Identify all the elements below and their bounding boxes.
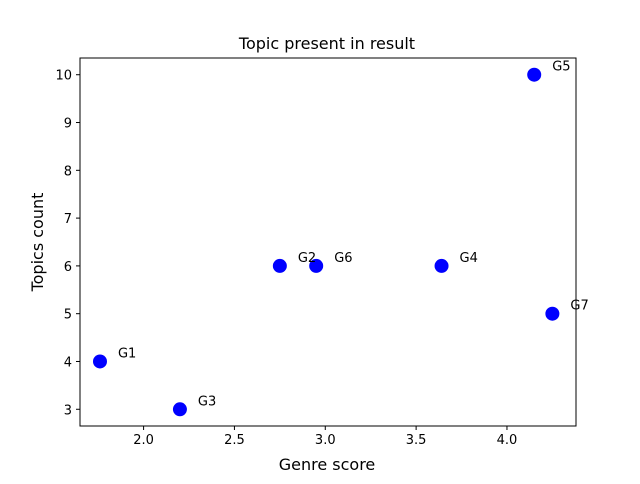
y-tick-label: 3 <box>64 403 72 418</box>
data-point-label: G3 <box>198 394 216 409</box>
point-labels-layer: G1 G2 G3 G4 G5 G6 G7 <box>118 60 589 410</box>
y-tick-label: 4 <box>64 355 72 370</box>
data-point <box>92 354 107 369</box>
y-tick-label: 10 <box>55 69 72 84</box>
y-axis: 3 4 5 6 7 8 9 10 <box>55 69 80 418</box>
y-tick-label: 8 <box>64 164 72 179</box>
data-point <box>545 306 560 321</box>
data-point-label: G7 <box>570 299 588 314</box>
x-tick-label: 2.5 <box>224 433 245 448</box>
y-tick-label: 6 <box>64 260 72 275</box>
data-point-label: G1 <box>118 346 136 361</box>
data-point <box>172 402 187 417</box>
y-tick-label: 9 <box>64 117 72 132</box>
y-tick-label: 7 <box>64 212 72 227</box>
y-tick-label: 5 <box>64 308 72 323</box>
plot-area: G1 G2 G3 G4 G5 G6 G7 <box>79 57 589 427</box>
data-point-label: G4 <box>460 251 478 266</box>
y-axis-title: Topics count <box>28 193 47 293</box>
chart-title: Topic present in result <box>238 34 415 53</box>
points-layer <box>92 67 560 417</box>
data-point <box>434 258 449 273</box>
x-axis: 2.0 2.5 3.0 3.5 4.0 <box>133 426 517 448</box>
data-point-label: G6 <box>334 251 352 266</box>
plot-frame <box>79 57 577 427</box>
x-tick-label: 4.0 <box>497 433 518 448</box>
x-tick-label: 3.5 <box>406 433 427 448</box>
data-point-label: G2 <box>298 251 316 266</box>
data-point-label: G5 <box>552 60 570 75</box>
x-axis-title: Genre score <box>279 455 376 474</box>
data-point <box>527 67 542 82</box>
x-tick-label: 2.0 <box>133 433 154 448</box>
data-point <box>309 258 324 273</box>
x-tick-label: 3.0 <box>315 433 336 448</box>
data-point <box>272 258 287 273</box>
